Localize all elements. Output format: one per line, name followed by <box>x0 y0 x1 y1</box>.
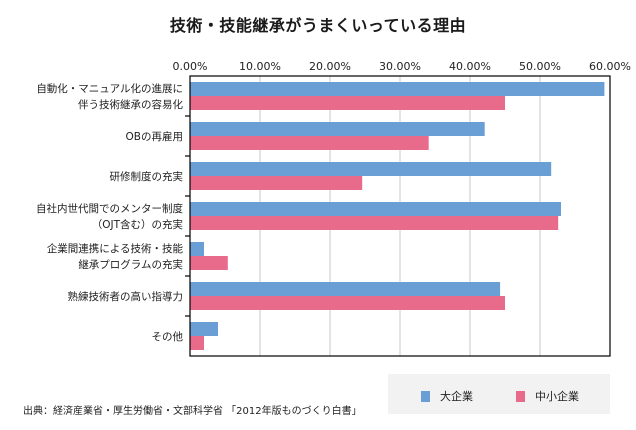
x-tick-label: 40.00% <box>449 60 491 73</box>
bar-sme <box>190 256 228 270</box>
x-tick-labels: 0.00% 10.00% 20.00% 30.00% 40.00% 50.00% 60.00… <box>173 60 631 73</box>
bar-sme <box>190 96 505 110</box>
category-label: 継承プログラムの充実 <box>78 258 183 271</box>
category-label: OBの再雇用 <box>126 130 183 143</box>
legend-label-sme: 中小企業 <box>535 390 579 403</box>
bar-sme <box>190 136 429 150</box>
x-tick-label: 30.00% <box>379 60 421 73</box>
bar-large-enterprise <box>190 122 485 136</box>
x-tick-label: 60.00% <box>589 60 631 73</box>
category-label: 自社内世代間でのメンター制度 <box>36 202 183 215</box>
plot-frame <box>189 75 611 357</box>
category-label: （OJT含む）の充実 <box>92 218 184 231</box>
legend-swatch-large-enterprise <box>421 390 430 402</box>
x-tick-label: 50.00% <box>519 60 561 73</box>
axes <box>185 75 611 357</box>
bar-large-enterprise <box>190 242 204 256</box>
legend-label-large-enterprise: 大企業 <box>440 390 473 403</box>
chart-title: 技術・技能継承がうまくいっている理由 <box>169 16 467 35</box>
x-tick-label: 20.00% <box>309 60 351 73</box>
category-label: 研修制度の充実 <box>110 170 184 183</box>
legend-swatch-sme <box>516 390 525 402</box>
bar-sme <box>190 176 363 190</box>
category-label: 熟練技術者の高い指導力 <box>68 290 184 303</box>
category-label: 自動化・マニュアル化の進展に <box>36 82 183 95</box>
bars <box>190 82 605 350</box>
bar-large-enterprise <box>190 162 552 176</box>
bar-large-enterprise <box>190 82 605 96</box>
category-label: 企業間連携による技術・技能 <box>47 242 184 255</box>
bar-sme <box>190 336 204 350</box>
bar-large-enterprise <box>190 202 561 216</box>
x-tick-label: 0.00% <box>173 60 208 73</box>
bar-sme <box>190 296 505 310</box>
bar-sme <box>190 216 559 230</box>
legend-item-sme: 中小企業 <box>516 388 579 404</box>
source-note: 出典：経済産業省・厚生労働省・文部科学省 「2012年版ものづくり白書」 <box>23 406 362 417</box>
legend: 大企業 中小企業 <box>388 374 610 414</box>
bar-large-enterprise <box>190 322 218 336</box>
bar-large-enterprise <box>190 282 501 296</box>
x-tick-label: 10.00% <box>239 60 281 73</box>
legend-item-large-enterprise: 大企業 <box>421 388 473 404</box>
category-label: その他 <box>152 330 184 343</box>
category-label: 伴う技術継承の容易化 <box>78 98 183 111</box>
